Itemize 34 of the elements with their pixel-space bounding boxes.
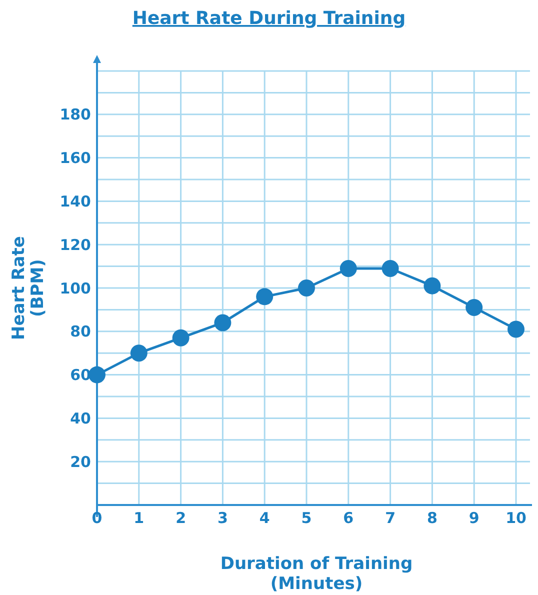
x-tick-label: 8 <box>426 509 438 527</box>
x-tick-label: 5 <box>301 509 312 527</box>
y-tick-label: 60 <box>70 366 91 384</box>
point <box>214 314 232 332</box>
x-tick-label: 4 <box>259 509 270 527</box>
point <box>340 260 357 277</box>
point <box>130 344 148 362</box>
x-tick-label: 3 <box>217 509 228 527</box>
point <box>466 299 483 316</box>
point <box>256 288 274 306</box>
y-tick-label: 160 <box>60 149 91 168</box>
point <box>424 277 441 294</box>
y-tick-label: 180 <box>60 106 91 124</box>
point <box>172 329 190 346</box>
y-tick-label: 80 <box>70 322 91 341</box>
point <box>298 280 315 296</box>
point <box>88 366 106 384</box>
y-axis-title: Heart Rate (BPM) <box>9 236 48 340</box>
chart-title: Heart Rate During Training <box>132 8 406 29</box>
x-tick-label: 6 <box>343 509 354 527</box>
x-axis-title: Duration of Training (Minutes) <box>220 554 413 594</box>
x-tick-label: 1 <box>134 509 144 527</box>
point <box>508 320 524 338</box>
y-tick-label: 40 <box>70 409 91 428</box>
x-tick-label: 9 <box>468 509 480 527</box>
point <box>382 260 399 277</box>
y-tick-label: 100 <box>60 279 91 298</box>
x-tick-label: 0 <box>92 509 102 527</box>
x-tick-label: 7 <box>385 509 396 527</box>
x-tick-label: 2 <box>176 509 186 527</box>
y-tick-label: 120 <box>60 236 91 254</box>
y-tick-label: 140 <box>60 192 91 210</box>
y-tick-label: 20 <box>70 452 91 471</box>
x-tick-label: 10 <box>506 509 526 527</box>
